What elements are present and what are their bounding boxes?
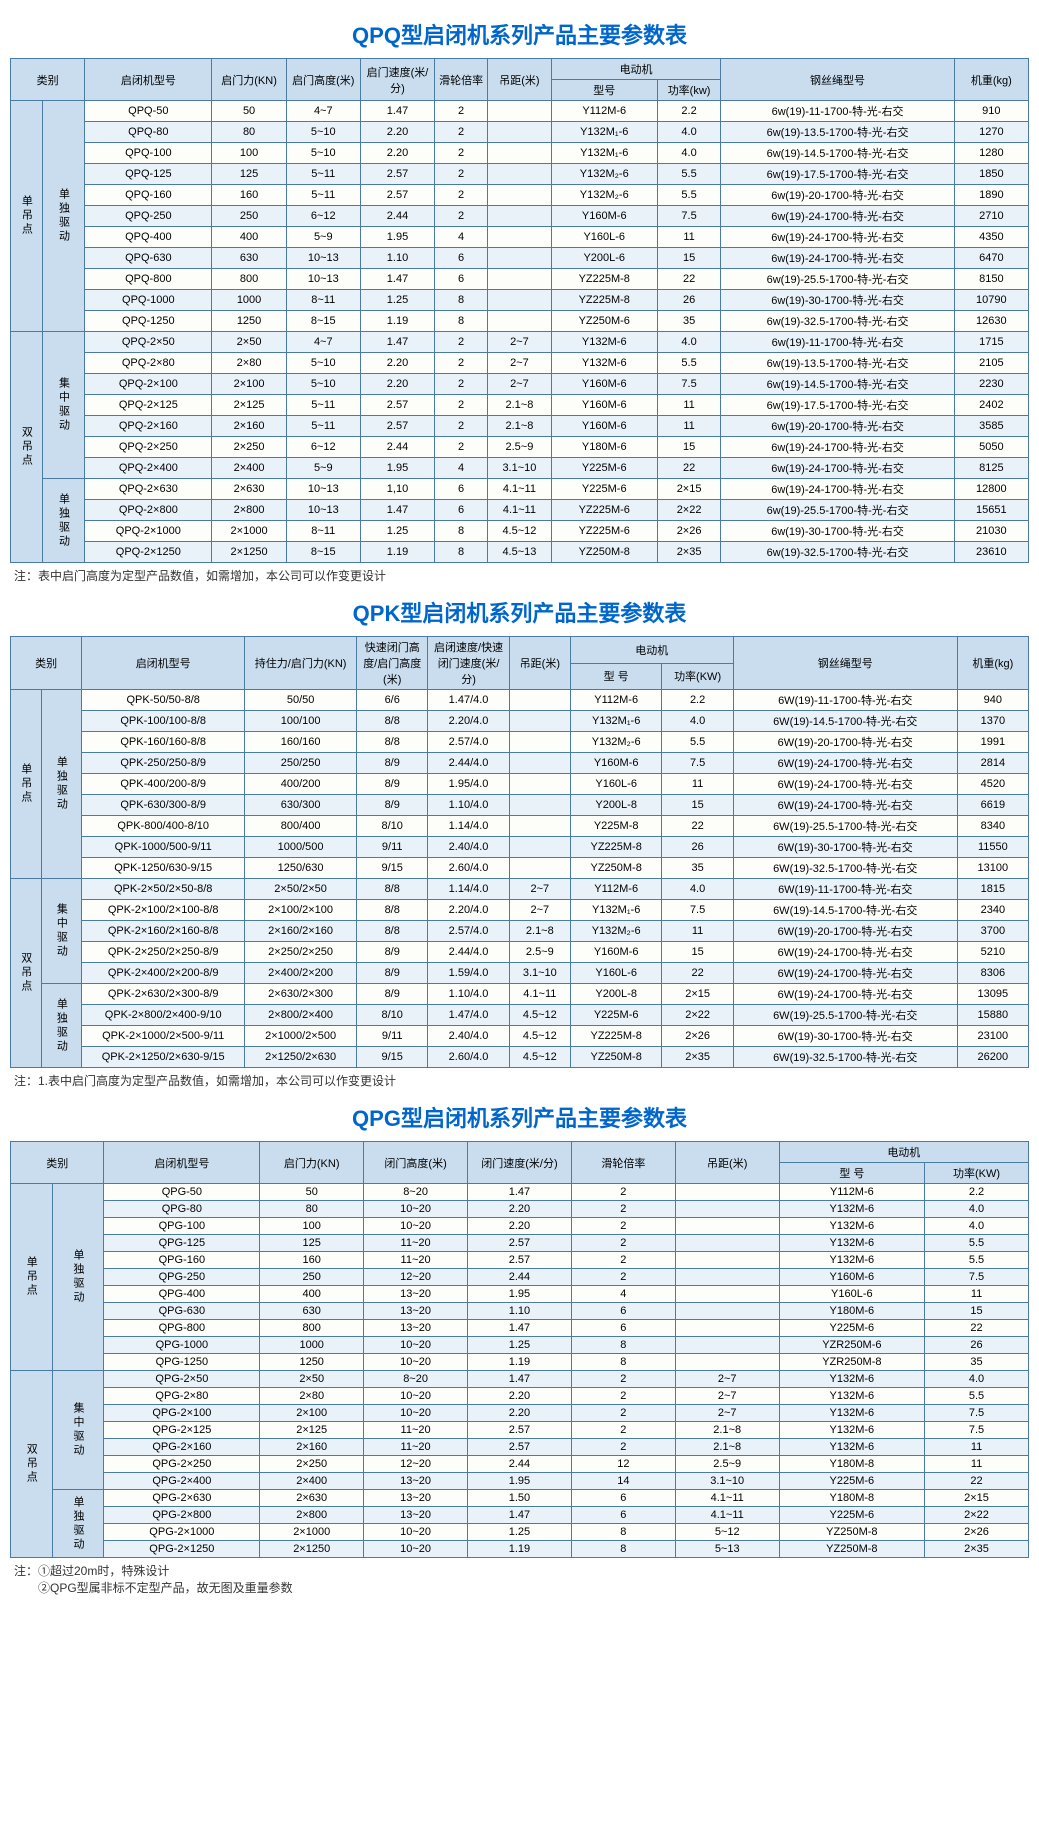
table-row: 双吊点集中驱动QPQ-2×502×504~71.4722~7Y132M-64.0… — [11, 332, 1029, 353]
table-row: QPK-630/300-8/9630/3008/91.10/4.0Y200L-8… — [11, 795, 1029, 816]
table-row: QPQ-2×8002×80010~131.4764.1~11YZ225M-62×… — [11, 500, 1029, 521]
table-row: QPQ-2×12502×12508~151.1984.5~13YZ250M-82… — [11, 542, 1029, 563]
table-qpq: 类别启闭机型号启门力(KN)启门高度(米)启门速度(米/分)滑轮倍率吊距(米)电… — [10, 58, 1029, 563]
table-row: QPK-2×1250/2×630-9/152×1250/2×6309/152.6… — [11, 1047, 1029, 1068]
table-row: 单吊点单独驱动QPG-50508~201.472Y112M-62.2 — [11, 1184, 1029, 1201]
table-row: QPK-2×400/2×200-8/92×400/2×2008/91.59/4.… — [11, 963, 1029, 984]
table-qpk: 类别启闭机型号持住力/启门力(KN)快速闭门高度/启门高度(米)启闭速度/快速闭… — [10, 636, 1029, 1068]
table-row: QPQ-2×4002×4005~91.9543.1~10Y225M-6226w(… — [11, 458, 1029, 479]
table-row: QPG-2×10002×100010~201.2585~12YZ250M-82×… — [11, 1524, 1029, 1541]
table-row: QPG-40040013~201.954Y160L-611 — [11, 1286, 1029, 1303]
title-3: QPG型启闭机系列产品主要参数表 — [10, 1101, 1029, 1133]
note-1: 注：表中启门高度为定型产品数值，如需增加，本公司可以作变更设计 — [14, 567, 1029, 584]
table-row: QPQ-1251255~112.572Y132M₂-65.56w(19)-17.… — [11, 164, 1029, 185]
table-row: QPG-808010~202.202Y132M-64.0 — [11, 1201, 1029, 1218]
table-row: QPQ-2×1602×1605~112.5722.1~8Y160M-6116w(… — [11, 416, 1029, 437]
table-row: QPQ-2502506~122.442Y160M-67.56w(19)-24-1… — [11, 206, 1029, 227]
table-row: QPG-2×802×8010~202.2022~7Y132M-65.5 — [11, 1388, 1029, 1405]
table-row: QPK-100/100-8/8100/1008/82.20/4.0Y132M₁-… — [11, 711, 1029, 732]
table-row: QPQ-1001005~102.202Y132M₁-64.06w(19)-14.… — [11, 143, 1029, 164]
table-row: 双吊点集中驱动QPG-2×502×508~201.4722~7Y132M-64.… — [11, 1371, 1029, 1388]
table-row: QPK-2×100/2×100-8/82×100/2×1008/82.20/4.… — [11, 900, 1029, 921]
table-row: QPG-63063013~201.106Y180M-615 — [11, 1303, 1029, 1320]
table-row: QPG-2×1002×10010~202.2022~7Y132M-67.5 — [11, 1405, 1029, 1422]
table-row: QPQ-2×10002×10008~111.2584.5~12YZ225M-62… — [11, 521, 1029, 542]
table-row: QPK-2×160/2×160-8/82×160/2×1608/82.57/4.… — [11, 921, 1029, 942]
table-row: 单吊点单独驱动QPK-50/50-8/850/506/61.47/4.0Y112… — [11, 690, 1029, 711]
table-row: QPQ-2×802×805~102.2022~7Y132M-65.56w(19)… — [11, 353, 1029, 374]
table-row: 单吊点单独驱动QPQ-50504~71.472Y112M-62.26w(19)-… — [11, 101, 1029, 122]
title-2: QPK型启闭机系列产品主要参数表 — [10, 596, 1029, 628]
table-row: QPG-2×12502×125010~201.1985~13YZ250M-82×… — [11, 1541, 1029, 1558]
table-row: QPG-10010010~202.202Y132M-64.0 — [11, 1218, 1029, 1235]
table-row: QPQ-80805~102.202Y132M₁-64.06w(19)-13.5-… — [11, 122, 1029, 143]
table-row: QPQ-125012508~151.198YZ250M-6356w(19)-32… — [11, 311, 1029, 332]
table-row: 单独驱动QPG-2×6302×63013~201.5064.1~11Y180M-… — [11, 1490, 1029, 1507]
table-row: 双吊点集中驱动QPK-2×50/2×50-8/82×50/2×508/81.14… — [11, 879, 1029, 900]
table-row: QPK-2×250/2×250-8/92×250/2×2508/92.44/4.… — [11, 942, 1029, 963]
table-row: QPK-160/160-8/8160/1608/82.57/4.0Y132M₂-… — [11, 732, 1029, 753]
table-row: QPG-1000100010~201.258YZR250M-626 — [11, 1337, 1029, 1354]
table-row: QPK-400/200-8/9400/2008/91.95/4.0Y160L-6… — [11, 774, 1029, 795]
note-3: 注：①超过20m时，特殊设计 ②QPG型属非标不定型产品，故无图及重量参数 — [14, 1562, 1029, 1596]
table-row: QPQ-80080010~131.476YZ225M-8226w(19)-25.… — [11, 269, 1029, 290]
table-row: QPK-250/250-8/9250/2508/92.44/4.0Y160M-6… — [11, 753, 1029, 774]
table-row: QPQ-63063010~131.106Y200L-6156w(19)-24-1… — [11, 248, 1029, 269]
title-1: QPQ型启闭机系列产品主要参数表 — [10, 18, 1029, 50]
table-row: QPG-16016011~202.572Y132M-65.5 — [11, 1252, 1029, 1269]
table-row: QPG-2×8002×80013~201.4764.1~11Y225M-62×2… — [11, 1507, 1029, 1524]
table-row: QPQ-4004005~91.954Y160L-6116w(19)-24-170… — [11, 227, 1029, 248]
table-row: QPK-800/400-8/10800/4008/101.14/4.0Y225M… — [11, 816, 1029, 837]
table-row: QPQ-2×1002×1005~102.2022~7Y160M-67.56w(1… — [11, 374, 1029, 395]
table-row: QPQ-100010008~111.258YZ225M-8266w(19)-30… — [11, 290, 1029, 311]
table-row: QPK-1000/500-9/111000/5009/112.40/4.0YZ2… — [11, 837, 1029, 858]
table-row: QPK-1250/630-9/151250/6309/152.60/4.0YZ2… — [11, 858, 1029, 879]
table-row: QPK-2×1000/2×500-9/112×1000/2×5009/112.4… — [11, 1026, 1029, 1047]
table-row: QPG-2×4002×40013~201.95143.1~10Y225M-622 — [11, 1473, 1029, 1490]
table-row: QPG-12512511~202.572Y132M-65.5 — [11, 1235, 1029, 1252]
table-row: QPG-1250125010~201.198YZR250M-835 — [11, 1354, 1029, 1371]
table-row: QPG-80080013~201.476Y225M-622 — [11, 1320, 1029, 1337]
table-row: 单独驱动QPQ-2×6302×63010~131,1064.1~11Y225M-… — [11, 479, 1029, 500]
table-row: QPG-2×2502×25012~202.44122.5~9Y180M-811 — [11, 1456, 1029, 1473]
table-qpg: 类别启闭机型号启门力(KN)闭门高度(米)闭门速度(米/分)滑轮倍率吊距(米)电… — [10, 1141, 1029, 1558]
table-row: QPQ-1601605~112.572Y132M₂-65.56w(19)-20-… — [11, 185, 1029, 206]
table-row: QPG-25025012~202.442Y160M-67.5 — [11, 1269, 1029, 1286]
table-row: QPG-2×1252×12511~202.5722.1~8Y132M-67.5 — [11, 1422, 1029, 1439]
table-row: QPQ-2×2502×2506~122.4422.5~9Y180M-6156w(… — [11, 437, 1029, 458]
table-row: QPK-2×800/2×400-9/102×800/2×4008/101.47/… — [11, 1005, 1029, 1026]
table-row: QPQ-2×1252×1255~112.5722.1~8Y160M-6116w(… — [11, 395, 1029, 416]
table-row: 单独驱动QPK-2×630/2×300-8/92×630/2×3008/91.1… — [11, 984, 1029, 1005]
table-row: QPG-2×1602×16011~202.5722.1~8Y132M-611 — [11, 1439, 1029, 1456]
note-2: 注：1.表中启门高度为定型产品数值，如需增加，本公司可以作变更设计 — [14, 1072, 1029, 1089]
